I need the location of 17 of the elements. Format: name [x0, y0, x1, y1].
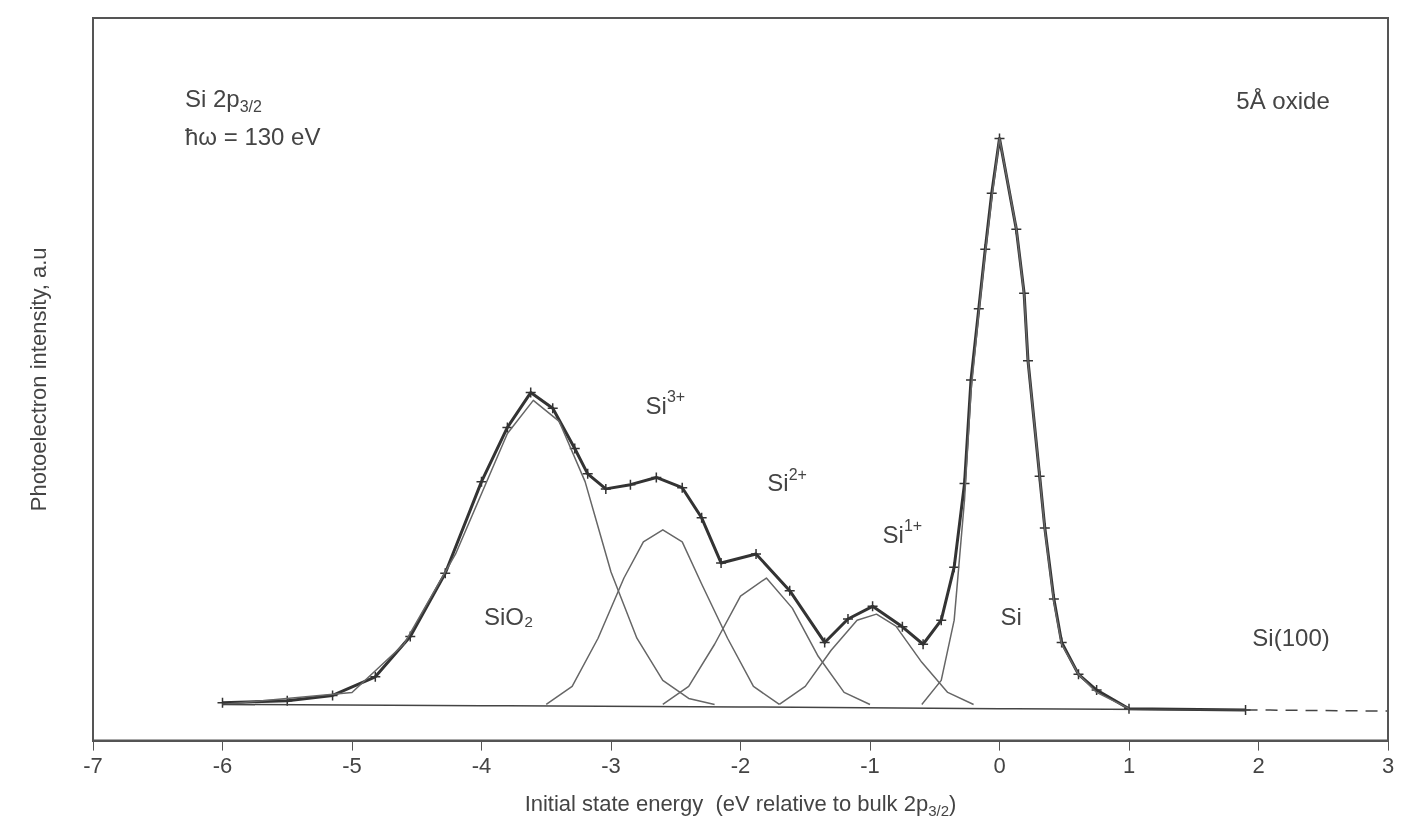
x-tick-label: -4 [471, 752, 492, 778]
x-tick-label: -2 [730, 752, 751, 778]
x-tick-label: 2 [1252, 752, 1265, 778]
x-tick-label: -5 [342, 752, 362, 778]
x-tick-label: 0 [993, 752, 1006, 778]
y-axis-title: Photoelectron intensity, a.u [26, 247, 52, 512]
x-tick-label: -3 [601, 752, 621, 778]
x-tick-label: -6 [212, 752, 233, 778]
x-tick-label: 3 [1381, 752, 1395, 778]
annotation: SiO₂ [484, 603, 534, 631]
annotation: ħω = 130 eV [184, 123, 321, 151]
annotation: Si(100) [1252, 624, 1330, 652]
x-tick-label: -1 [860, 752, 880, 778]
x-tick-label: 1 [1122, 752, 1136, 778]
x-tick-label: -7 [83, 752, 103, 778]
text: 5Å oxide [1236, 87, 1330, 115]
annotation: Si [1000, 603, 1022, 631]
